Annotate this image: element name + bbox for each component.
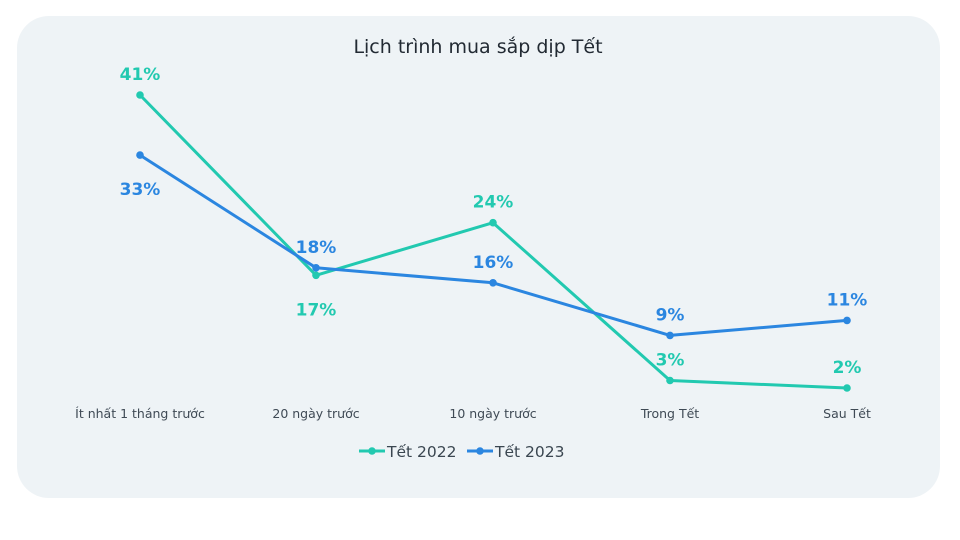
chart-title: Lịch trình mua sắp dịp Tết: [353, 35, 602, 58]
legend-swatch-dot: [476, 447, 484, 455]
data-label: 33%: [120, 180, 161, 200]
data-label: 17%: [296, 300, 337, 320]
legend-item: Tết 2022: [359, 443, 456, 461]
category-label: Sau Tết: [823, 406, 871, 421]
data-point: [843, 384, 851, 392]
category-label: 10 ngày trước: [449, 406, 536, 421]
data-label: 24%: [473, 193, 514, 213]
category-label: Trong Tết: [640, 406, 699, 421]
legend-label: Tết 2022: [386, 443, 456, 461]
series-line-2: [138, 153, 849, 337]
chart-card: [17, 16, 940, 498]
data-label: 9%: [656, 305, 685, 325]
data-label: 41%: [120, 65, 161, 85]
data-point: [312, 264, 320, 272]
data-label: 16%: [473, 253, 514, 273]
data-point: [666, 376, 674, 385]
data-point: [666, 331, 674, 340]
data-label: 2%: [833, 358, 862, 378]
data-point: [489, 279, 497, 287]
data-label: 18%: [296, 238, 337, 258]
legend-item: Tết 2023: [467, 443, 564, 461]
data-point: [136, 91, 144, 99]
category-label: 20 ngày trước: [272, 406, 359, 421]
legend-swatch-dot: [368, 447, 376, 455]
data-point: [312, 271, 320, 280]
data-point: [136, 151, 144, 159]
series-line-1: [138, 93, 849, 390]
data-point: [843, 316, 851, 325]
data-label: 3%: [656, 351, 685, 371]
legend-label: Tết 2023: [494, 443, 564, 461]
data-label: 11%: [827, 290, 868, 310]
data-point: [489, 218, 497, 227]
category-label: Ít nhất 1 tháng trước: [75, 406, 205, 421]
